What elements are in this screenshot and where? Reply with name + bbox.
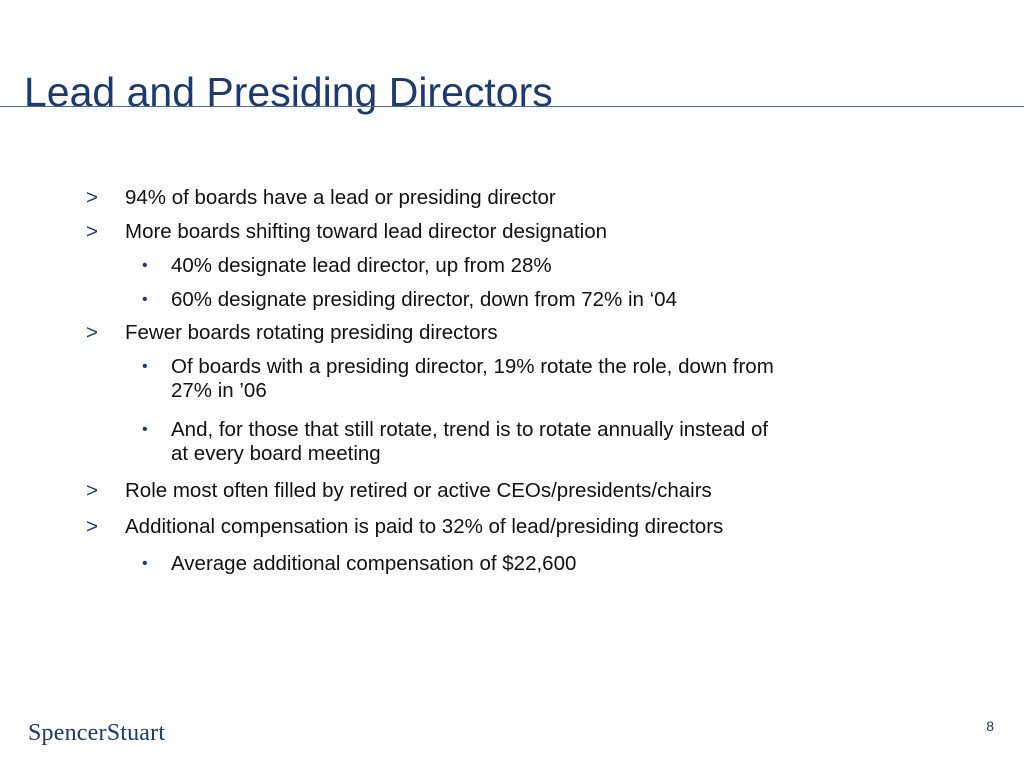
bullet-item: > 94% of boards have a lead or presiding… [86,186,945,210]
bullet-item: > More boards shifting toward lead direc… [86,220,945,244]
chevron-right-icon: > [86,186,98,209]
sub-bullet-item: • Of boards with a presiding director, 1… [142,355,946,403]
sub-bullet-text-line: And, for those that still rotate, trend … [171,418,769,441]
chevron-right-icon: > [86,515,98,538]
sub-bullet-item: • Average additional compensation of $22… [142,552,946,576]
bullet-dot-icon: • [142,555,148,572]
bullet-text: Additional compensation is paid to 32% o… [125,515,724,538]
sub-bullet-text-line: 27% in ’06 [171,379,267,402]
slide-title: Lead and Presiding Directors [24,69,553,115]
sub-bullet-item: • 60% designate presiding director, down… [142,288,946,312]
bullet-dot-icon: • [142,257,148,274]
chevron-right-icon: > [86,321,98,344]
page-number: 8 [986,718,994,734]
bullet-item: > Additional compensation is paid to 32%… [86,515,945,539]
company-logo: SpencerStuart [28,720,166,746]
bullet-text: 94% of boards have a lead or presiding d… [125,186,556,209]
sub-bullet-item: • 40% designate lead director, up from 2… [142,254,946,278]
sub-bullet-item: • And, for those that still rotate, tren… [142,418,946,466]
bullet-text: More boards shifting toward lead directo… [125,220,608,243]
sub-bullet-text-line: at every board meeting [171,442,381,465]
title-divider [0,106,1024,107]
bullet-text: Role most often filled by retired or act… [125,479,712,502]
sub-bullet-text: Average additional compensation of $22,6… [171,552,577,575]
bullet-dot-icon: • [142,421,148,438]
bullet-text: Fewer boards rotating presiding director… [125,321,498,344]
sub-bullet-text-line: Of boards with a presiding director, 19%… [171,355,774,378]
bullet-dot-icon: • [142,358,148,375]
chevron-right-icon: > [86,479,98,502]
bullet-item: > Role most often filled by retired or a… [86,479,945,503]
bullet-dot-icon: • [142,291,148,308]
chevron-right-icon: > [86,220,98,243]
sub-bullet-text: 60% designate presiding director, down f… [171,288,677,311]
bullet-item: > Fewer boards rotating presiding direct… [86,321,945,345]
sub-bullet-text: 40% designate lead director, up from 28% [171,254,552,277]
